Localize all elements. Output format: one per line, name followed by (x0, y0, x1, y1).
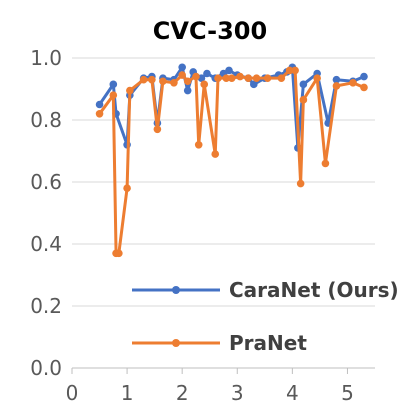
data-point (194, 141, 203, 149)
series-group (95, 63, 368, 258)
y-tick-label: 0.2 (30, 294, 62, 318)
data-point (332, 82, 341, 90)
x-tick-label: 0 (66, 381, 79, 405)
gridlines (72, 57, 375, 307)
data-point (109, 91, 118, 99)
data-point (109, 80, 118, 89)
x-tick-label: 1 (121, 381, 134, 405)
data-point (349, 79, 357, 87)
y-tick-label: 0.8 (30, 108, 62, 132)
data-point (203, 69, 211, 78)
legend-label: CaraNet (Ours) (229, 278, 399, 302)
data-point (332, 75, 341, 84)
data-point (277, 74, 286, 82)
y-tick-label: 0.0 (30, 356, 62, 380)
data-point (285, 66, 294, 75)
data-point (227, 74, 236, 82)
legend-label: PraNet (229, 331, 307, 355)
data-point (360, 83, 368, 92)
data-point (200, 80, 209, 89)
series-line (98, 68, 365, 255)
legend: CaraNet (Ours) PraNet (132, 278, 399, 355)
data-point (178, 63, 186, 72)
data-point (252, 74, 261, 82)
data-point (192, 72, 200, 81)
y-tick-label: 1.0 (30, 46, 62, 70)
chart-title: CVC-300 (153, 17, 267, 45)
data-point (153, 125, 162, 134)
data-point (123, 184, 131, 192)
data-point (296, 179, 305, 188)
axes (71, 367, 375, 374)
data-point (299, 96, 308, 104)
data-point (321, 159, 330, 168)
data-point (126, 86, 134, 95)
data-point (159, 77, 167, 86)
x-tick-label: 4 (286, 381, 299, 405)
data-point (244, 74, 253, 82)
data-point (115, 249, 123, 258)
data-point (214, 74, 222, 82)
data-point (236, 72, 244, 81)
data-point (360, 72, 368, 81)
data-point (222, 74, 231, 82)
data-point (211, 150, 220, 158)
series-1 (95, 66, 368, 258)
x-tick-label: 3 (231, 381, 244, 405)
data-point (170, 79, 178, 87)
data-point (183, 77, 192, 86)
data-point (178, 71, 186, 79)
y-tick-label: 0.6 (30, 170, 62, 194)
legend-item: PraNet (132, 331, 307, 355)
data-point (183, 86, 192, 95)
legend-item: CaraNet (Ours) (132, 278, 399, 302)
data-point (263, 74, 272, 82)
y-axis-ticks: 0.0 0.2 0.4 0.6 0.8 1.0 (30, 46, 62, 380)
data-point (299, 80, 308, 89)
data-point (139, 75, 148, 84)
data-point (313, 74, 321, 82)
y-tick-label: 0.4 (30, 232, 62, 256)
legend-marker (172, 339, 180, 347)
data-point (250, 80, 258, 89)
data-point (291, 66, 299, 75)
x-tick-label: 2 (176, 381, 189, 405)
data-point (95, 110, 104, 118)
x-axis-ticks: 0 1 2 3 4 5 (66, 381, 354, 405)
x-tick-label: 5 (341, 381, 354, 405)
data-point (225, 66, 233, 75)
data-point (148, 75, 156, 84)
data-point (95, 100, 104, 109)
legend-marker (172, 286, 180, 294)
